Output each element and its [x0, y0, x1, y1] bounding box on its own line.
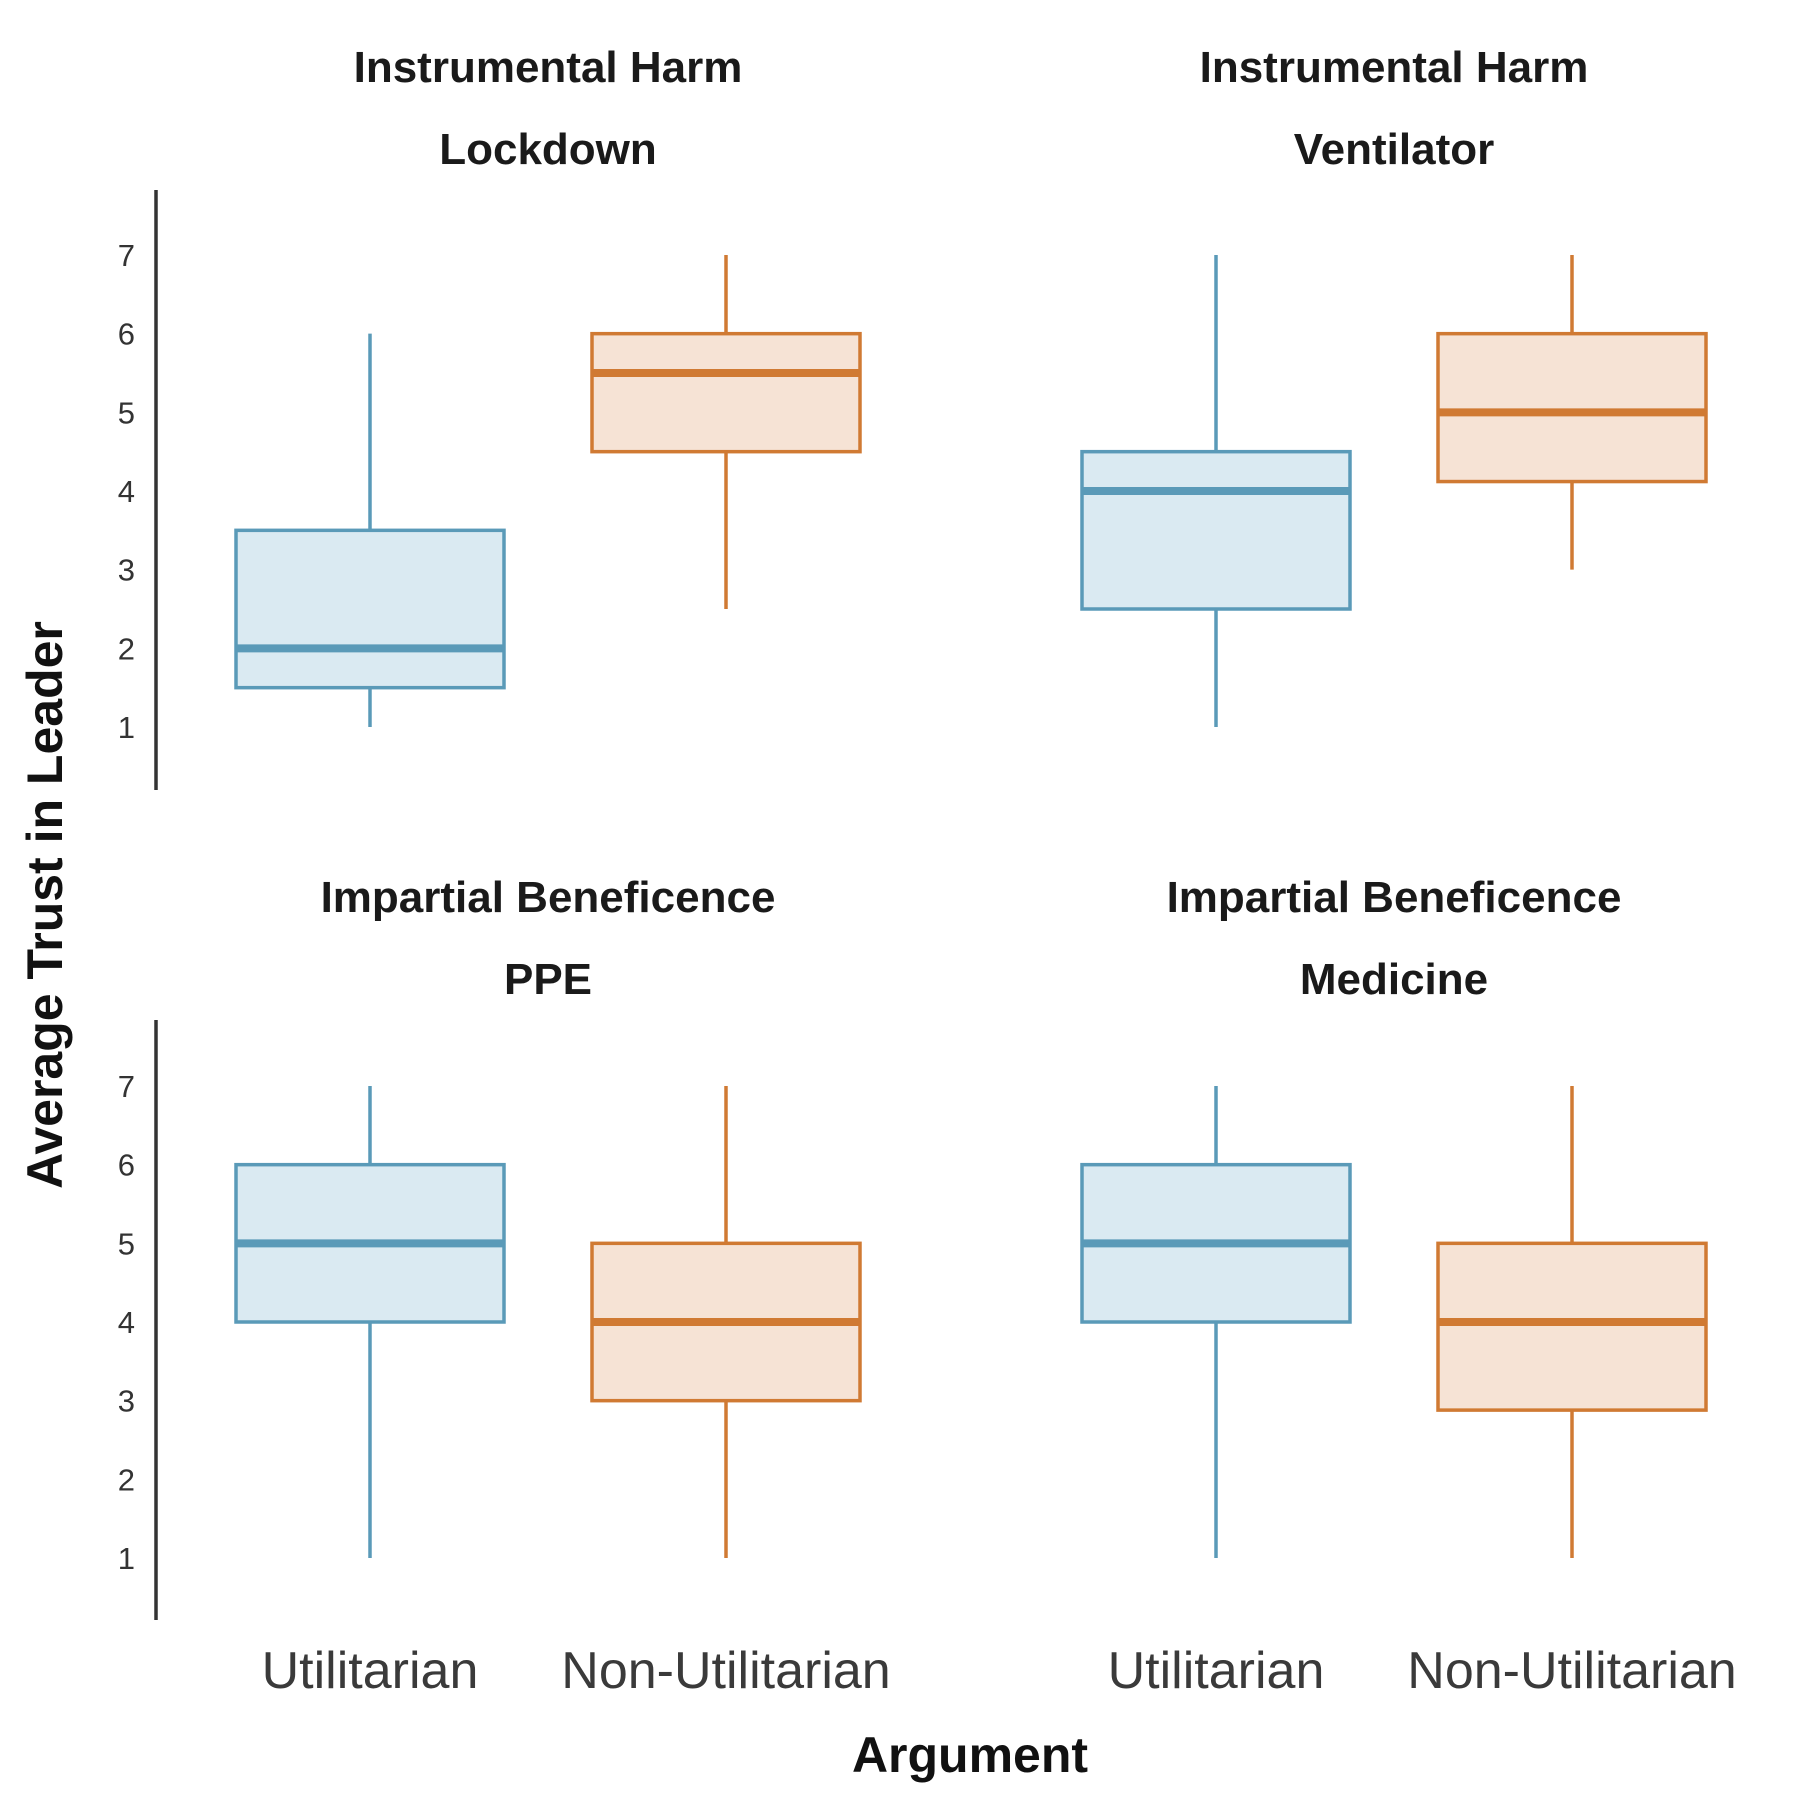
iqr-box: [590, 331, 862, 454]
y-tick-label: 5: [118, 395, 135, 430]
panels-layer: Instrumental HarmLockdown1234567Instrume…: [118, 43, 1737, 1700]
panel-title-line2: PPE: [504, 955, 592, 1004]
y-tick-label: 6: [118, 1148, 135, 1183]
panel-2: Instrumental Harm Ventilator: [1080, 43, 1708, 727]
x-axis-title: Argument: [852, 1727, 1088, 1783]
y-tick-label: 6: [118, 317, 135, 352]
y-axis-title: Average Trust in Leader: [17, 621, 73, 1189]
y-tick-label: 7: [118, 238, 135, 273]
panel-1: Instrumental Harm Lockdown 1 2 3 4 5 6 7: [118, 43, 862, 790]
y-tick-label: 2: [118, 631, 135, 666]
panel-title-line2: Lockdown: [439, 125, 657, 174]
box-utilitarian: [1080, 255, 1352, 727]
y-tick-label: 3: [118, 1384, 135, 1419]
iqr-box: [1436, 331, 1708, 484]
y-tick-label: 1: [118, 710, 135, 745]
panel-3: Impartial Beneficence PPE 1 2 3 4 5 6 7: [118, 873, 862, 1620]
panel-4: Impartial Beneficence Medicine: [1080, 873, 1708, 1558]
x-category-label: Non-Utilitarian: [561, 1642, 890, 1700]
box-utilitarian: [1080, 1086, 1352, 1558]
iqr-box: [1080, 449, 1352, 611]
x-category-label: Utilitarian: [262, 1642, 479, 1700]
y-tick-label: 7: [118, 1069, 135, 1104]
x-category-label: Utilitarian: [1108, 1642, 1325, 1700]
panel-title-line1: Impartial Beneficence: [321, 873, 776, 922]
panel-title-line2: Medicine: [1300, 955, 1488, 1004]
y-tick-label: 3: [118, 553, 135, 588]
y-tick-label: 2: [118, 1462, 135, 1497]
box-non-utilitarian: [1436, 1086, 1708, 1558]
x-category-label: Non-Utilitarian: [1407, 1642, 1736, 1700]
y-tick-label: 1: [118, 1541, 135, 1576]
y-tick-label: 4: [118, 1305, 135, 1340]
box-non-utilitarian: [590, 255, 862, 609]
y-tick-label: 5: [118, 1226, 135, 1261]
panel-title-line2: Ventilator: [1294, 125, 1495, 174]
box-utilitarian: [234, 1086, 506, 1558]
box-non-utilitarian: [590, 1086, 862, 1558]
y-tick-label: 4: [118, 474, 135, 509]
panel-title-line1: Instrumental Harm: [354, 43, 743, 92]
iqr-box: [1436, 1241, 1708, 1412]
panel-title-line1: Impartial Beneficence: [1167, 873, 1622, 922]
iqr-box: [234, 528, 506, 690]
box-non-utilitarian: [1436, 255, 1708, 570]
box-utilitarian: [234, 333, 506, 727]
panel-title-line1: Instrumental Harm: [1200, 43, 1589, 92]
